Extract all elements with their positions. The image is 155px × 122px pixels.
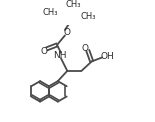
Text: O: O xyxy=(64,28,71,37)
Text: NH: NH xyxy=(53,51,67,60)
Text: CH₃: CH₃ xyxy=(43,8,58,17)
Text: O: O xyxy=(40,47,47,56)
Text: CH₃: CH₃ xyxy=(80,12,95,21)
Text: OH: OH xyxy=(101,52,114,61)
Text: O: O xyxy=(81,44,88,53)
Text: CH₃: CH₃ xyxy=(65,0,81,9)
